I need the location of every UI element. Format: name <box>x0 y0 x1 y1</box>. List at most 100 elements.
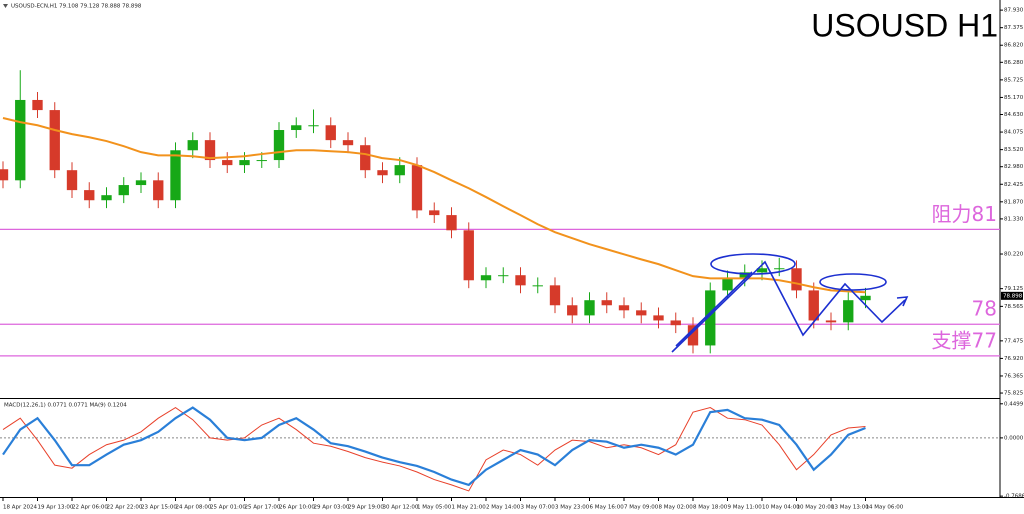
last-price-label: 78.898 <box>1003 293 1023 299</box>
x-tick-label: 18 Apr 2024 <box>3 505 38 511</box>
y-tick-label: 81.870 <box>1004 199 1024 205</box>
top-ellipse <box>710 253 796 275</box>
y-tick-label: 86.820 <box>1004 43 1024 49</box>
y-tick-label: 76.365 <box>1004 373 1024 379</box>
x-tick-label: 25 Apr 01:00 <box>210 505 246 511</box>
symbol-header: USOUSD-ECN,H1 79.108 79.128 78.888 78.89… <box>11 4 142 10</box>
candle-body <box>601 300 612 306</box>
x-tick-label: 7 May 09:00 <box>624 505 659 511</box>
candle-body <box>860 295 871 301</box>
x-tick-label: 13 May 13:00 <box>831 505 869 511</box>
candle-body <box>342 140 354 146</box>
x-tick-label: 8 May 18:00 <box>693 505 728 511</box>
x-tick-label: 6 May 16:00 <box>590 505 625 511</box>
y-tick-label: 82.980 <box>1004 164 1024 170</box>
macd-title: MACD(12,26,1) 0.0771 0.0771 MA(9) 0.1204 <box>4 403 127 409</box>
candle-body <box>429 210 440 216</box>
candle-body <box>170 150 181 201</box>
y-tick-label: 80.220 <box>1004 252 1024 258</box>
candle-body <box>239 160 250 166</box>
candle-body <box>739 272 750 279</box>
y-tick-label: 78.565 <box>1004 304 1024 310</box>
candle-body <box>687 325 699 346</box>
candle-body <box>32 99 43 111</box>
candle-body <box>515 275 526 286</box>
level-label: 78 <box>972 297 997 321</box>
candle-body <box>843 300 854 323</box>
x-tick-label: 19 Apr 13:00 <box>38 505 74 511</box>
y-tick-label: 75.825 <box>1004 391 1024 397</box>
channel-line <box>675 271 753 347</box>
zigzag <box>671 260 906 353</box>
x-tick-label: 3 May 07:00 <box>521 505 556 511</box>
candle-body <box>256 160 267 162</box>
x-tick-label: 9 May 11:00 <box>728 505 763 511</box>
candle-body <box>618 305 630 311</box>
candle-body <box>118 185 129 196</box>
candle-body <box>636 310 647 316</box>
y-tick-label: 87.375 <box>1004 25 1024 31</box>
y-tick-label: 82.425 <box>1004 182 1024 188</box>
candle-body <box>825 320 837 323</box>
x-tick-label: 22 Apr 22:00 <box>107 505 143 511</box>
x-tick-label: 29 Apr 19:00 <box>348 505 384 511</box>
candle-body <box>360 145 371 171</box>
candle-body <box>584 300 595 316</box>
y-tick-label: 0.4499 <box>1004 401 1024 407</box>
candle-body <box>101 195 112 201</box>
candle-body <box>291 125 302 131</box>
candle-body <box>222 160 233 166</box>
y-tick-label: 83.520 <box>1004 147 1024 153</box>
candle-body <box>411 165 423 211</box>
x-tick-label: 14 May 06:00 <box>866 505 904 511</box>
candle-body <box>49 110 60 171</box>
x-tick-label: 30 Apr 12:00 <box>383 505 419 511</box>
candle-body <box>446 215 457 231</box>
y-tick-label: 81.330 <box>1004 216 1024 222</box>
candle-body <box>653 315 664 321</box>
top-ellipse <box>819 273 887 291</box>
y-tick-label: 87.930 <box>1004 8 1024 14</box>
arrow-head <box>896 296 909 307</box>
y-tick-label: 76.920 <box>1004 356 1024 362</box>
candle-body <box>549 285 561 306</box>
candle-body <box>135 180 147 186</box>
annotations <box>671 253 909 353</box>
macd-line <box>2 406 866 492</box>
level-label: 阻力81 <box>932 202 997 226</box>
y-tick-label: 86.280 <box>1004 60 1024 66</box>
candle-body <box>808 290 819 321</box>
x-tick-label: 2 May 14:00 <box>486 505 521 511</box>
candle-body <box>774 268 785 270</box>
y-tick-label: 84.630 <box>1004 112 1024 118</box>
candle-body <box>394 165 405 176</box>
candle-body <box>567 305 578 316</box>
y-tick-label: 0.0000 <box>1004 435 1024 441</box>
candle-body <box>0 169 9 181</box>
candle-body <box>204 140 216 161</box>
candle-body <box>66 170 78 191</box>
candle-body <box>480 275 492 281</box>
candle-body <box>15 99 26 181</box>
candle-body <box>325 125 336 141</box>
candle-body <box>273 130 285 161</box>
candle-body <box>377 170 388 176</box>
candle-body <box>756 268 768 273</box>
y-tick-label: 77.475 <box>1004 338 1024 344</box>
x-tick-label: 29 Apr 03:00 <box>314 505 350 511</box>
y-tick-label: 85.725 <box>1004 77 1024 83</box>
candle-body <box>187 140 198 151</box>
x-tick-label: 24 Apr 08:00 <box>176 505 212 511</box>
x-tick-label: 10 May 20:00 <box>797 505 835 511</box>
candle-body <box>308 125 319 127</box>
x-tick-label: 25 Apr 17:00 <box>245 505 281 511</box>
x-tick-label: 8 May 02:00 <box>659 505 694 511</box>
x-tick-label: 10 May 04:00 <box>762 505 800 511</box>
x-tick-label: 3 May 23:00 <box>555 505 590 511</box>
x-tick-label: 26 Apr 10:00 <box>279 505 315 511</box>
level-label: 支撑77 <box>932 328 997 352</box>
menu-icon <box>3 4 8 8</box>
chart-title: USOUSD H1 <box>811 7 998 43</box>
